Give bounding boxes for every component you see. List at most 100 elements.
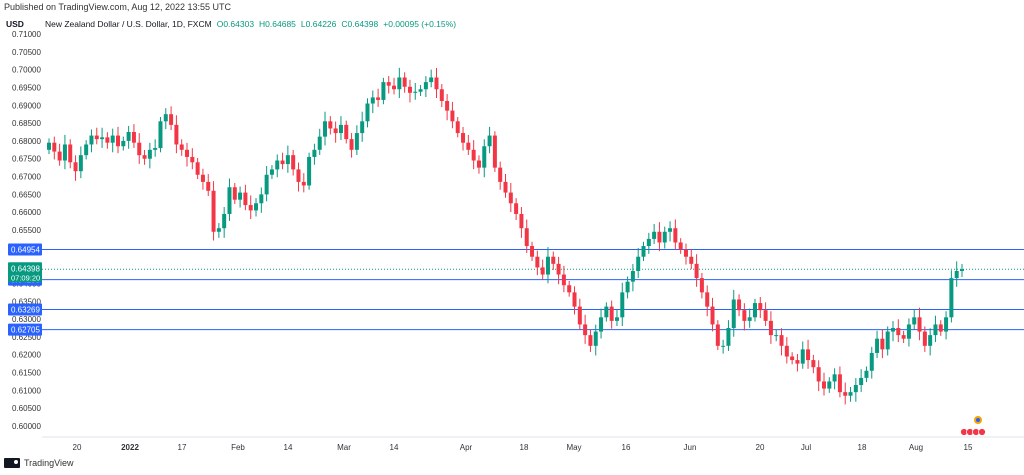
candle-body (646, 238, 651, 247)
candle-body (599, 317, 604, 332)
candle-body (434, 77, 439, 90)
time-tick-label: Feb (231, 443, 245, 452)
time-tick-label: Apr (460, 443, 473, 452)
candle-body (806, 349, 811, 361)
candle-body (243, 192, 248, 206)
candle-body (683, 249, 688, 257)
tradingview-footer[interactable]: TradingView (4, 458, 74, 468)
candle-body (492, 135, 497, 168)
candle-body (392, 85, 397, 90)
price-tick-label: 0.60000 (12, 422, 41, 431)
candle-body (954, 270, 959, 279)
price-tick-label: 0.60500 (12, 404, 41, 413)
level-label-box (8, 303, 42, 316)
candle-body (662, 231, 667, 243)
candle-body (466, 142, 471, 150)
candle-body (922, 331, 927, 346)
candle-body (232, 187, 237, 200)
candle-body (524, 228, 529, 247)
candle-body (407, 86, 412, 93)
candle-body (699, 278, 704, 293)
price-tick-label: 0.61000 (12, 386, 41, 395)
candle-body (737, 299, 742, 311)
candle-body (413, 91, 418, 93)
candle-body (158, 121, 163, 149)
candle-body (423, 82, 428, 90)
candle-body (238, 192, 243, 200)
time-tick-label: 15 (964, 443, 973, 452)
candle-body (344, 124, 349, 140)
candle-body (317, 136, 322, 150)
candle-body (758, 303, 763, 311)
candle-body (402, 77, 407, 87)
time-tick-label: May (566, 443, 581, 452)
candle-body (641, 246, 646, 257)
candle-body (312, 149, 317, 157)
candle-body (588, 335, 593, 346)
candle-body (583, 324, 588, 336)
candle-body (285, 155, 290, 165)
candle-body (742, 310, 747, 321)
candle-body (832, 374, 837, 382)
currency-label: USD (6, 19, 24, 29)
candle-body (381, 82, 386, 100)
symbol-description[interactable]: New Zealand Dollar / U.S. Dollar, 1D, FX… (44, 19, 212, 29)
candle-body (354, 133, 359, 150)
time-tick-label: 16 (622, 443, 631, 452)
candle-body (110, 135, 115, 143)
candle-body (816, 367, 821, 382)
high-value: H0.64685 (259, 19, 296, 29)
candle-body (503, 181, 508, 193)
candle-body (275, 160, 280, 170)
candle-body (790, 356, 795, 361)
candle-body (768, 320, 773, 336)
candle-body (365, 103, 370, 122)
candle-body (912, 317, 917, 325)
candle-body (960, 269, 964, 271)
candle-body (338, 124, 343, 134)
last-price-label: 0.64398 (11, 264, 40, 273)
candle-body (206, 181, 211, 191)
candle-body (301, 181, 306, 186)
candle-body (259, 194, 264, 204)
candle-body (280, 160, 285, 165)
candle-body (821, 381, 826, 389)
candle-body (216, 228, 221, 232)
candle-body (620, 292, 625, 318)
time-tick-label: Jul (801, 443, 811, 452)
candle-body (774, 335, 779, 337)
candle-body (105, 137, 110, 143)
price-tick-label: 0.71000 (12, 30, 41, 39)
candle-body (827, 381, 832, 389)
time-tick-label: Mar (337, 443, 351, 452)
candle-body (131, 132, 136, 143)
candle-body (264, 174, 269, 195)
candle-body (116, 135, 121, 147)
candle-body (100, 137, 105, 140)
candle-body (630, 270, 635, 282)
price-tick-label: 0.67500 (12, 155, 41, 164)
candle-body (73, 162, 78, 172)
candle-body (269, 169, 274, 175)
candle-body (880, 338, 885, 350)
candle-body (890, 328, 895, 332)
candle-body (545, 256, 550, 275)
candle-body (370, 97, 375, 104)
candle-body (508, 192, 513, 204)
candle-body (896, 328, 901, 336)
level-label: 0.63269 (11, 306, 40, 315)
candle-body (747, 317, 752, 321)
candle-body (551, 256, 556, 264)
candle-body (169, 114, 174, 125)
candle-body (498, 167, 503, 182)
publisher-text: Published on TradingView.com, Aug 12, 20… (4, 2, 231, 12)
price-tick-label: 0.68500 (12, 119, 41, 128)
candle-body (222, 213, 227, 229)
time-tick-label: 20 (756, 443, 765, 452)
candle-body (535, 256, 540, 268)
level-label: 0.64954 (11, 245, 40, 254)
candle-body (763, 310, 768, 321)
candle-body (837, 374, 842, 393)
candle-body (928, 335, 933, 346)
